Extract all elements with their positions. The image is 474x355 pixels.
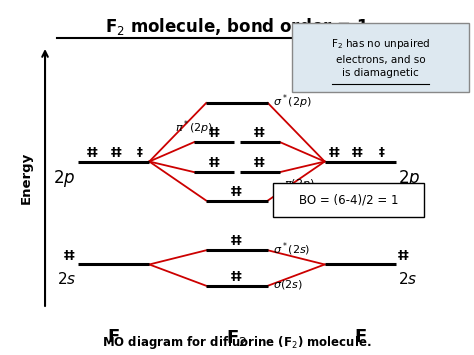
- Text: ‡‡: ‡‡: [352, 146, 364, 159]
- Text: ‡‡: ‡‡: [209, 156, 220, 169]
- Text: ‡‡: ‡‡: [254, 156, 265, 169]
- Text: ‡: ‡: [137, 146, 143, 159]
- Text: ‡‡: ‡‡: [231, 270, 243, 283]
- FancyBboxPatch shape: [292, 23, 469, 92]
- Text: $2p$: $2p$: [398, 168, 420, 189]
- Text: Energy: Energy: [19, 151, 33, 204]
- Text: ‡‡: ‡‡: [231, 185, 243, 198]
- Text: F$_2$ has no unpaired
electrons, and so
is diamagnetic: F$_2$ has no unpaired electrons, and so …: [331, 37, 430, 78]
- Text: F: F: [354, 328, 366, 346]
- Text: F: F: [108, 328, 120, 346]
- Text: F$_2$ molecule, bond order = 1: F$_2$ molecule, bond order = 1: [105, 16, 369, 37]
- Text: ‡‡: ‡‡: [398, 248, 410, 262]
- Text: ‡‡: ‡‡: [328, 146, 340, 159]
- Text: $2p$: $2p$: [54, 168, 76, 189]
- Text: ‡: ‡: [379, 146, 384, 159]
- Text: $\sigma^*(2p)$: $\sigma^*(2p)$: [273, 93, 311, 111]
- Text: BO = (6-4)/2 = 1: BO = (6-4)/2 = 1: [299, 193, 398, 206]
- Text: $2s$: $2s$: [56, 271, 76, 287]
- Text: ‡‡: ‡‡: [209, 126, 220, 139]
- Text: ‡‡: ‡‡: [254, 126, 265, 139]
- Text: $2s$: $2s$: [398, 271, 418, 287]
- Text: ‡‡: ‡‡: [64, 248, 76, 262]
- Text: $\pi(2p)$: $\pi(2p)$: [284, 177, 315, 191]
- Text: MO diagram for difluorine (F$_2$) molecule.: MO diagram for difluorine (F$_2$) molecu…: [102, 334, 372, 351]
- Text: ‡‡: ‡‡: [87, 146, 98, 159]
- Text: ‡‡: ‡‡: [110, 146, 122, 159]
- Text: $\pi^*(2p)$: $\pi^*(2p)$: [175, 118, 213, 137]
- Text: $\sigma^*(2s)$: $\sigma^*(2s)$: [273, 240, 310, 258]
- Text: $\sigma(2s)$: $\sigma(2s)$: [273, 278, 302, 291]
- Text: ‡‡: ‡‡: [231, 234, 243, 247]
- Text: F$_2$: F$_2$: [227, 328, 247, 348]
- Text: $\sigma(2p)$: $\sigma(2p)$: [273, 192, 303, 207]
- FancyBboxPatch shape: [273, 183, 424, 217]
